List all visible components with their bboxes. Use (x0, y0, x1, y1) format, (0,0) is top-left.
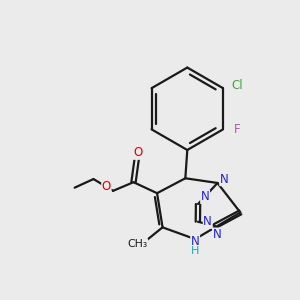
Text: N: N (203, 215, 212, 228)
Text: N: N (213, 228, 221, 241)
Text: O: O (102, 180, 111, 194)
Text: O: O (133, 146, 142, 159)
Text: N: N (201, 190, 209, 203)
Text: N: N (191, 235, 200, 248)
Text: H: H (191, 246, 199, 256)
Text: CH₃: CH₃ (128, 239, 148, 249)
Text: Cl: Cl (231, 79, 242, 92)
Text: N: N (220, 172, 229, 186)
Text: F: F (233, 123, 240, 136)
